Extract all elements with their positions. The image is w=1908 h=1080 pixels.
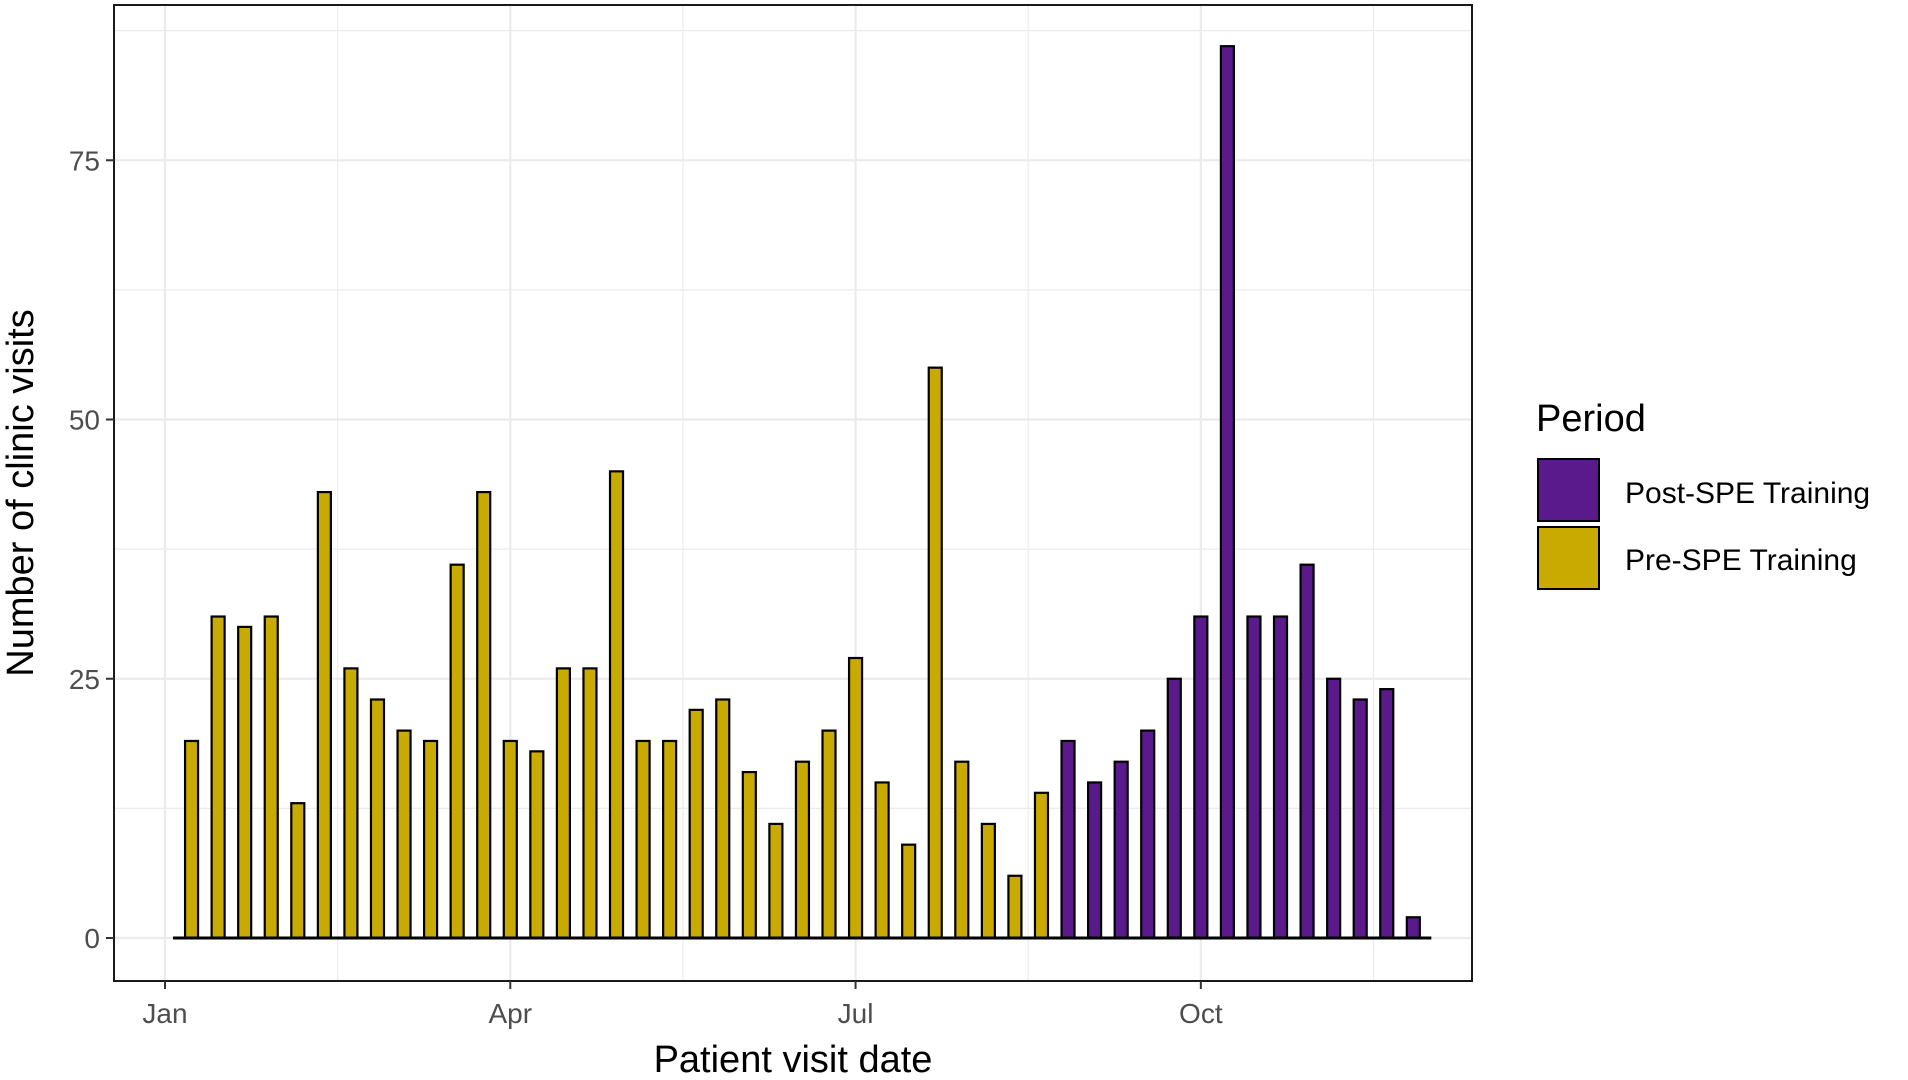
- y-tick-label: 50: [69, 405, 100, 436]
- bar-post-spe-training: [1060, 739, 1076, 940]
- bar-pre-spe-training: [980, 822, 996, 940]
- y-axis-title: Number of clinic visits: [0, 309, 42, 676]
- bar-pre-spe-training: [396, 729, 412, 940]
- bar-pre-spe-training: [290, 802, 306, 940]
- bar-post-spe-training: [1352, 698, 1368, 940]
- bar-pre-spe-training: [688, 708, 704, 940]
- bar-pre-spe-training: [662, 739, 678, 940]
- bar-pre-spe-training: [608, 470, 625, 940]
- x-tick-label: Jan: [142, 998, 187, 1029]
- bar-pre-spe-training: [821, 729, 837, 940]
- bar-post-spe-training: [1219, 45, 1236, 940]
- bar-pre-spe-training: [210, 615, 226, 940]
- bar-pre-spe-training: [768, 822, 784, 940]
- legend-label-pre-spe: Pre-SPE Training: [1625, 544, 1857, 577]
- bar-pre-spe-training: [555, 667, 572, 940]
- bar-post-spe-training: [1379, 688, 1395, 940]
- bar-pre-spe-training: [183, 739, 200, 940]
- plot-border: [113, 4, 1473, 982]
- y-tick-label: 0: [84, 923, 100, 954]
- bar-pre-spe-training: [847, 656, 864, 940]
- plot-background: [114, 5, 1472, 981]
- y-tick-label: 25: [69, 664, 100, 695]
- bar-pre-spe-training: [237, 625, 253, 940]
- legend-swatch-post-spe: [1537, 458, 1600, 522]
- legend-label-post-spe: Post-SPE Training: [1625, 477, 1870, 510]
- bar-post-spe-training: [1086, 781, 1103, 940]
- bar-pre-spe-training: [476, 490, 492, 940]
- bar-post-spe-training: [1113, 760, 1129, 940]
- bar-pre-spe-training: [741, 770, 757, 940]
- legend-swatch-pre-spe: [1537, 526, 1600, 590]
- bar-pre-spe-training: [423, 739, 439, 940]
- bar-pre-spe-training: [1007, 874, 1023, 940]
- bars: [183, 45, 1421, 940]
- bar-pre-spe-training: [529, 750, 545, 940]
- bar-pre-spe-training: [316, 490, 332, 940]
- bar-pre-spe-training: [635, 739, 651, 940]
- y-tick-label: 75: [69, 145, 100, 176]
- x-tick-label: Jul: [838, 998, 874, 1029]
- bar-post-spe-training: [1140, 729, 1156, 940]
- bar-post-spe-training: [1166, 677, 1182, 940]
- legend: Period Post-SPE Training Pre-SPE Trainin…: [1536, 398, 1870, 590]
- bar-pre-spe-training: [449, 563, 465, 940]
- bar-post-spe-training: [1326, 677, 1342, 940]
- bar-pre-spe-training: [874, 781, 890, 940]
- bar-post-spe-training: [1405, 916, 1421, 940]
- bar-post-spe-training: [1246, 615, 1262, 940]
- bar-pre-spe-training: [954, 760, 970, 940]
- bar-pre-spe-training: [369, 698, 386, 940]
- bar-pre-spe-training: [1033, 791, 1050, 940]
- bar-pre-spe-training: [901, 843, 917, 940]
- bar-post-spe-training: [1272, 615, 1289, 940]
- legend-title: Period: [1536, 398, 1646, 440]
- bar-post-spe-training: [1193, 615, 1209, 940]
- x-axis-title: Patient visit date: [654, 1039, 933, 1080]
- bar-pre-spe-training: [343, 667, 359, 940]
- x-tick-label: Apr: [488, 998, 532, 1029]
- bar-pre-spe-training: [794, 760, 811, 940]
- bar-pre-spe-training: [263, 615, 279, 940]
- bar-pre-spe-training: [927, 366, 943, 940]
- bar-pre-spe-training: [715, 698, 731, 940]
- bar-pre-spe-training: [502, 739, 518, 940]
- bar-post-spe-training: [1299, 563, 1315, 940]
- axis-ticks: 0 25 50 75 Jan Apr Jul Oct: [69, 145, 1223, 1029]
- x-tick-label: Oct: [1179, 998, 1223, 1029]
- bar-pre-spe-training: [582, 667, 598, 940]
